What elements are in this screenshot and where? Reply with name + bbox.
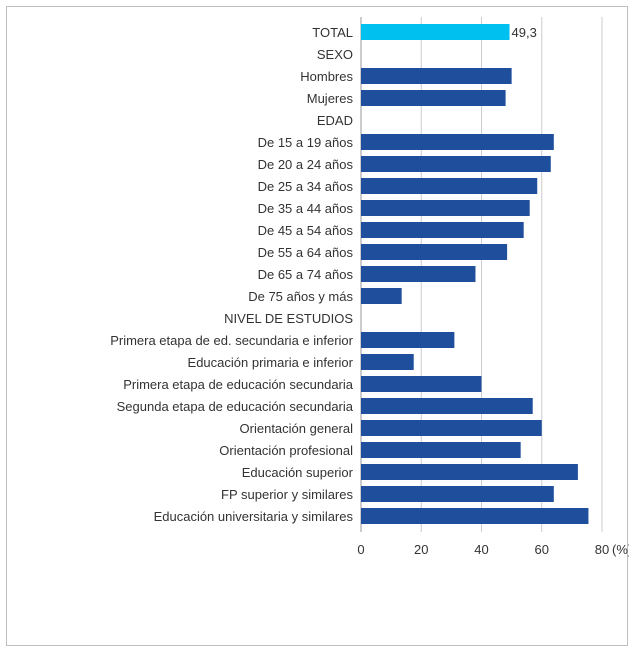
- category-label: Orientación profesional: [219, 443, 353, 458]
- bar: [361, 222, 524, 238]
- category-label: De 45 a 54 años: [258, 223, 354, 238]
- bar: [361, 266, 476, 282]
- bar: [361, 442, 521, 458]
- category-label: TOTAL: [312, 25, 353, 40]
- bar: [361, 288, 402, 304]
- category-label: Hombres: [300, 69, 353, 84]
- bar: [361, 486, 554, 502]
- bar: [361, 398, 533, 414]
- bar: [361, 244, 508, 260]
- category-label: Primera etapa de educación secundaria: [123, 377, 354, 392]
- bar: [361, 354, 414, 370]
- bar: [361, 464, 578, 480]
- category-label: SEXO: [317, 47, 353, 62]
- bars: [361, 24, 589, 524]
- category-label: NIVEL DE ESTUDIOS: [224, 311, 353, 326]
- bar: [361, 508, 589, 524]
- bar: [361, 156, 551, 172]
- category-label: Educación superior: [242, 465, 354, 480]
- bar: [361, 24, 510, 40]
- bar: [361, 68, 512, 84]
- data-label: 49,3: [512, 25, 537, 40]
- bar: [361, 332, 455, 348]
- category-label: De 25 a 34 años: [258, 179, 354, 194]
- data-labels: 49,3: [512, 25, 537, 40]
- category-label: De 65 a 74 años: [258, 267, 354, 282]
- category-label: Mujeres: [307, 91, 354, 106]
- category-label: De 35 a 44 años: [258, 201, 354, 216]
- category-label: Educación primaria e inferior: [188, 355, 354, 370]
- category-label: FP superior y similares: [221, 487, 353, 502]
- x-axis-unit: (%): [612, 542, 629, 557]
- x-tick-label: 0: [357, 542, 364, 557]
- category-label: Primera etapa de ed. secundaria e inferi…: [110, 333, 353, 348]
- bar: [361, 200, 530, 216]
- category-label: Educación universitaria y similares: [154, 509, 354, 524]
- category-label: De 20 a 24 años: [258, 157, 354, 172]
- category-label: Orientación general: [240, 421, 354, 436]
- bar: [361, 376, 482, 392]
- chart-frame: TOTAL SEXO Hombres Mujeres EDAD De 15 a 19 añ…: [6, 6, 629, 646]
- x-tick-label: 20: [414, 542, 428, 557]
- x-tick-label: 40: [474, 542, 488, 557]
- category-label: Segunda etapa de educación secundaria: [117, 399, 354, 414]
- x-tick-label: 60: [535, 542, 549, 557]
- x-tick-labels: 0 20 40 60 80: [357, 542, 609, 557]
- bar: [361, 90, 506, 106]
- bar: [361, 134, 554, 150]
- bar-chart: TOTAL SEXO Hombres Mujeres EDAD De 15 a 19 añ…: [110, 17, 629, 557]
- x-tick-label: 80: [595, 542, 609, 557]
- category-label: De 75 años y más: [248, 289, 353, 304]
- bar: [361, 178, 538, 194]
- category-label: EDAD: [317, 113, 353, 128]
- bar: [361, 420, 542, 436]
- category-label: De 55 a 64 años: [258, 245, 354, 260]
- category-labels: TOTAL SEXO Hombres Mujeres EDAD De 15 a 19 añ…: [110, 25, 354, 524]
- category-label: De 15 a 19 años: [258, 135, 354, 150]
